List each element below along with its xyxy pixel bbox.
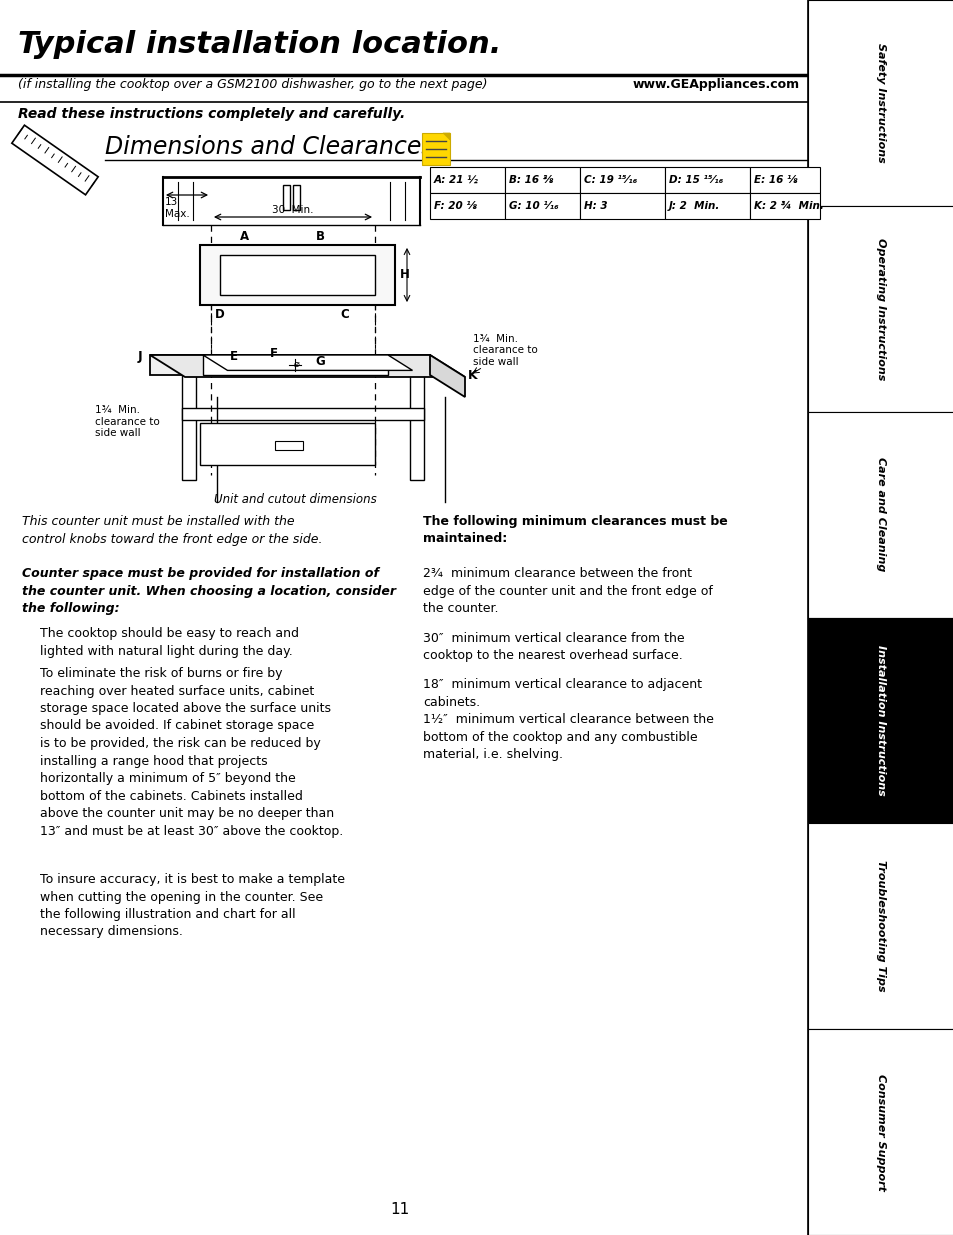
Text: 18″  minimum vertical clearance to adjacent
cabinets.: 18″ minimum vertical clearance to adjace… (422, 678, 701, 709)
Polygon shape (442, 133, 450, 140)
Bar (283, 185, 291, 210)
Text: C: 19 ¹⁵⁄₁₆: C: 19 ¹⁵⁄₁₆ (583, 175, 637, 185)
Polygon shape (430, 354, 464, 396)
Text: Unit and cutout dimensions: Unit and cutout dimensions (213, 493, 376, 506)
Text: Typical installation location.: Typical installation location. (18, 30, 501, 59)
Polygon shape (150, 354, 464, 377)
Text: The following minimum clearances must be
maintained:: The following minimum clearances must be… (422, 515, 727, 546)
Bar (410, 375, 423, 480)
Text: K: K (468, 369, 477, 382)
Bar (807, 0, 953, 206)
Text: K: 2 ¾  Min.: K: 2 ¾ Min. (753, 201, 823, 211)
Text: Care and Cleaning: Care and Cleaning (875, 457, 885, 572)
Text: D: D (214, 308, 225, 321)
Bar (200, 424, 375, 466)
Text: Installation Instructions: Installation Instructions (875, 645, 885, 795)
Text: C: C (340, 308, 349, 321)
Bar (504, 193, 579, 219)
Bar (430, 167, 504, 193)
Bar (664, 167, 749, 193)
Bar (664, 193, 749, 219)
Bar (579, 167, 664, 193)
Bar (430, 193, 504, 219)
Bar (504, 167, 579, 193)
Polygon shape (11, 125, 98, 195)
Text: B: B (315, 230, 324, 243)
Bar (749, 167, 820, 193)
Text: The cooktop should be easy to reach and
lighted with natural light during the da: The cooktop should be easy to reach and … (40, 627, 298, 657)
Text: Consumer Support: Consumer Support (875, 1073, 885, 1191)
Text: This counter unit must be installed with the
control knobs toward the front edge: This counter unit must be installed with… (22, 515, 322, 546)
Text: E: E (230, 350, 237, 363)
Bar (274, 441, 303, 450)
Bar (294, 185, 300, 210)
Text: 2¾  minimum clearance between the front
edge of the counter unit and the front e: 2¾ minimum clearance between the front e… (422, 567, 712, 615)
Text: A: 21 ½: A: 21 ½ (434, 175, 478, 185)
Bar (807, 206, 953, 411)
Text: 30  Min.: 30 Min. (272, 205, 314, 215)
Bar (807, 824, 953, 1029)
Bar (182, 408, 423, 420)
Text: J: J (138, 350, 143, 363)
Text: 1½″  minimum vertical clearance between the
bottom of the cooktop and any combus: 1½″ minimum vertical clearance between t… (422, 713, 713, 761)
Bar (150, 354, 430, 375)
Text: Safety Instructions: Safety Instructions (875, 43, 885, 163)
Text: To insure accuracy, it is best to make a template
when cutting the opening in th: To insure accuracy, it is best to make a… (40, 873, 345, 939)
Bar (807, 411, 953, 618)
Bar (200, 245, 395, 305)
Text: D: 15 ¹⁵⁄₁₆: D: 15 ¹⁵⁄₁₆ (668, 175, 722, 185)
Text: G: 10 ¹⁄₁₆: G: 10 ¹⁄₁₆ (509, 201, 558, 211)
Text: H: H (399, 268, 410, 282)
Text: (if installing the cooktop over a GSM2100 dishwasher, go to the next page): (if installing the cooktop over a GSM210… (18, 78, 487, 91)
Text: E: 16 ⅛: E: 16 ⅛ (753, 175, 797, 185)
Text: Operating Instructions: Operating Instructions (875, 237, 885, 380)
Text: A: A (240, 230, 250, 243)
Bar (579, 193, 664, 219)
Text: www.GEAppliances.com: www.GEAppliances.com (632, 78, 800, 91)
Text: Read these instructions completely and carefully.: Read these instructions completely and c… (18, 107, 405, 121)
Text: 30″  minimum vertical clearance from the
cooktop to the nearest overhead surface: 30″ minimum vertical clearance from the … (422, 632, 684, 662)
Bar (421, 133, 450, 165)
Text: B: 16 ⅜: B: 16 ⅜ (509, 175, 553, 185)
Text: Troubleshooting Tips: Troubleshooting Tips (875, 861, 885, 992)
Text: H: 3: H: 3 (583, 201, 607, 211)
Bar (749, 193, 820, 219)
Text: ⌀: ⌀ (294, 359, 299, 369)
Text: G: G (314, 354, 324, 368)
Bar (182, 375, 195, 480)
Bar (807, 618, 953, 824)
Bar (807, 1029, 953, 1235)
Text: F: 20 ⅛: F: 20 ⅛ (434, 201, 476, 211)
Bar (807, 0, 953, 1235)
Bar (220, 254, 375, 295)
Text: Dimensions and Clearances: Dimensions and Clearances (105, 135, 434, 159)
Text: 1¾  Min.
clearance to
side wall: 1¾ Min. clearance to side wall (95, 405, 159, 438)
Text: 11: 11 (390, 1202, 409, 1216)
Text: 13
Max.: 13 Max. (165, 198, 190, 219)
Text: To eliminate the risk of burns or fire by
reaching over heated surface units, ca: To eliminate the risk of burns or fire b… (40, 667, 343, 837)
Text: Counter space must be provided for installation of
the counter unit. When choosi: Counter space must be provided for insta… (22, 567, 395, 615)
Bar (203, 354, 388, 375)
Polygon shape (203, 354, 412, 370)
Text: F: F (270, 347, 277, 359)
Text: J: 2  Min.: J: 2 Min. (668, 201, 720, 211)
Text: 1¾  Min.
clearance to
side wall: 1¾ Min. clearance to side wall (473, 333, 537, 367)
